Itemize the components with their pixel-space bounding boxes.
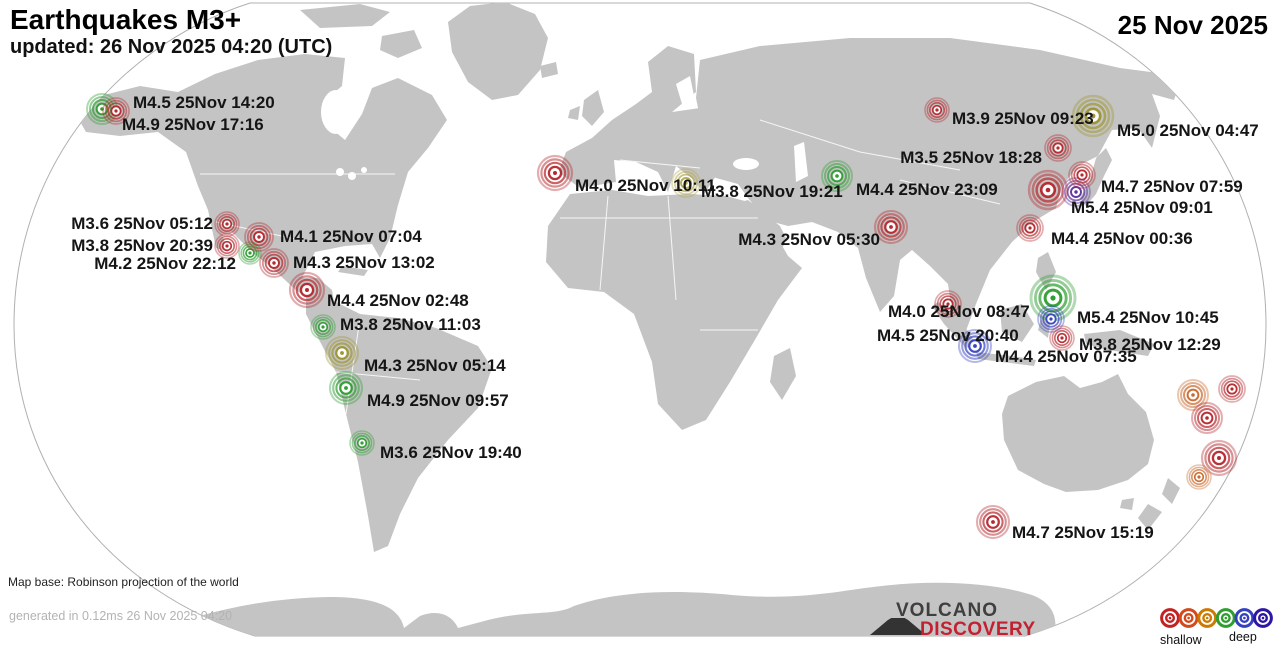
legend-depth-icon bbox=[1197, 608, 1218, 628]
legend-depth-icon bbox=[1178, 608, 1199, 628]
quake-marker[interactable] bbox=[328, 370, 364, 406]
updated-timestamp: updated: 26 Nov 2025 04:20 (UTC) bbox=[10, 36, 333, 58]
quake-marker[interactable] bbox=[214, 233, 240, 259]
quake-marker[interactable] bbox=[102, 97, 130, 125]
legend-shallow-label: shallow bbox=[1160, 633, 1202, 647]
quake-marker[interactable] bbox=[238, 241, 262, 265]
quake-label[interactable]: M5.0 25Nov 04:47 bbox=[1117, 121, 1259, 140]
quake-marker[interactable] bbox=[536, 154, 574, 192]
legend-deep-label: deep bbox=[1229, 630, 1257, 644]
quake-label[interactable]: M3.6 25Nov 19:40 bbox=[380, 443, 522, 462]
quake-label[interactable]: M4.3 25Nov 05:14 bbox=[364, 356, 506, 375]
logo-line2: DISCOVERY bbox=[920, 619, 1036, 640]
quake-label[interactable]: M4.9 25Nov 17:16 bbox=[122, 115, 264, 134]
quake-label[interactable]: M4.5 25Nov 14:20 bbox=[133, 93, 275, 112]
quake-marker[interactable] bbox=[244, 222, 274, 252]
quake-label[interactable]: M4.3 25Nov 13:02 bbox=[293, 253, 435, 272]
quake-marker[interactable] bbox=[1177, 379, 1209, 411]
quake-label[interactable]: M4.7 25Nov 15:19 bbox=[1012, 523, 1154, 542]
map-base-note: Map base: Robinson projection of the wor… bbox=[8, 575, 239, 589]
quake-marker[interactable] bbox=[1027, 169, 1069, 211]
quake-marker[interactable] bbox=[1037, 305, 1065, 333]
quake-label[interactable]: M4.4 25Nov 02:48 bbox=[327, 291, 469, 310]
legend-depth-icon bbox=[1253, 608, 1273, 628]
quake-marker[interactable] bbox=[324, 335, 360, 371]
quake-marker[interactable] bbox=[821, 160, 853, 192]
quake-marker[interactable] bbox=[924, 97, 950, 123]
quake-marker[interactable] bbox=[259, 248, 289, 278]
quake-label[interactable]: M4.1 25Nov 07:04 bbox=[280, 227, 422, 246]
quake-label[interactable]: M3.8 25Nov 19:21 bbox=[701, 182, 843, 201]
generated-note: generated in 0.12ms 26 Nov 2025 04:20 bbox=[9, 609, 233, 623]
quake-marker[interactable] bbox=[1016, 214, 1044, 242]
page-title: Earthquakes M3+ bbox=[10, 4, 242, 35]
map-date: 25 Nov 2025 bbox=[1117, 10, 1268, 40]
quake-marker[interactable] bbox=[1068, 161, 1096, 189]
quake-label[interactable]: M3.8 25Nov 11:03 bbox=[340, 315, 481, 334]
quake-marker[interactable] bbox=[957, 328, 993, 364]
quake-label[interactable]: M4.3 25Nov 05:30 bbox=[738, 230, 880, 249]
volcano-discovery-logo[interactable]: VOLCANO DISCOVERY bbox=[858, 598, 1038, 644]
landmass-australia bbox=[1002, 374, 1154, 492]
depth-legend-icons bbox=[1160, 608, 1273, 628]
quake-label[interactable]: M4.4 25Nov 00:36 bbox=[1051, 229, 1193, 248]
quake-marker[interactable] bbox=[975, 504, 1011, 540]
quake-marker[interactable] bbox=[934, 290, 962, 318]
quake-label[interactable]: M3.8 25Nov 12:29 bbox=[1079, 335, 1221, 354]
legend-depth-icon bbox=[1215, 608, 1236, 628]
quake-marker[interactable] bbox=[1044, 134, 1072, 162]
quake-label[interactable]: M4.9 25Nov 09:57 bbox=[367, 391, 509, 410]
quake-label[interactable]: M3.5 25Nov 18:28 bbox=[900, 148, 1042, 167]
legend-depth-icon bbox=[1160, 608, 1180, 628]
quake-label[interactable]: M4.5 25Nov 20:40 bbox=[877, 326, 1019, 345]
depth-legend: shallow deep bbox=[1156, 604, 1278, 648]
landmass-north-america bbox=[78, 54, 447, 302]
quake-label[interactable]: M4.4 25Nov 07:35 bbox=[995, 347, 1137, 366]
quake-label[interactable]: M5.4 25Nov 09:01 bbox=[1071, 198, 1213, 217]
quake-markers-layer bbox=[86, 93, 1246, 540]
inland-water bbox=[321, 76, 808, 182]
quake-marker[interactable] bbox=[671, 168, 701, 198]
quake-label[interactable]: M4.0 25Nov 08:47 bbox=[888, 302, 1030, 321]
quake-marker[interactable] bbox=[873, 209, 909, 245]
quake-label[interactable]: M3.9 25Nov 09:23 bbox=[952, 109, 1094, 128]
country-borders bbox=[200, 119, 1001, 415]
quake-label[interactable]: M5.4 25Nov 10:45 bbox=[1077, 308, 1219, 327]
quake-label[interactable]: M4.7 25Nov 07:59 bbox=[1101, 177, 1243, 196]
quake-label[interactable]: M4.0 25Nov 10:11 bbox=[575, 176, 716, 195]
quake-marker[interactable] bbox=[214, 211, 240, 237]
quake-marker[interactable] bbox=[1071, 94, 1115, 138]
quake-marker[interactable] bbox=[310, 314, 336, 340]
quake-marker[interactable] bbox=[1049, 325, 1075, 351]
quake-marker[interactable] bbox=[1186, 464, 1212, 490]
quake-marker[interactable] bbox=[1200, 439, 1238, 477]
quake-label[interactable]: M3.6 25Nov 05:12 bbox=[71, 214, 213, 233]
quake-label[interactable]: M4.4 25Nov 23:09 bbox=[856, 180, 998, 199]
landmass-greenland bbox=[448, 3, 548, 100]
quake-marker[interactable] bbox=[288, 271, 326, 309]
landmass-antarctica bbox=[128, 582, 1056, 636]
logo-line1: VOLCANO bbox=[896, 600, 998, 621]
quake-label[interactable]: M3.8 25Nov 20:39 bbox=[71, 236, 213, 255]
legend-depth-icon bbox=[1234, 608, 1255, 628]
quake-marker[interactable] bbox=[1218, 375, 1246, 403]
quake-marker[interactable] bbox=[349, 430, 375, 456]
quake-marker[interactable] bbox=[1191, 402, 1223, 434]
quake-label[interactable]: M4.2 25Nov 22:12 bbox=[94, 254, 236, 273]
landmass-asia bbox=[686, 38, 1182, 336]
